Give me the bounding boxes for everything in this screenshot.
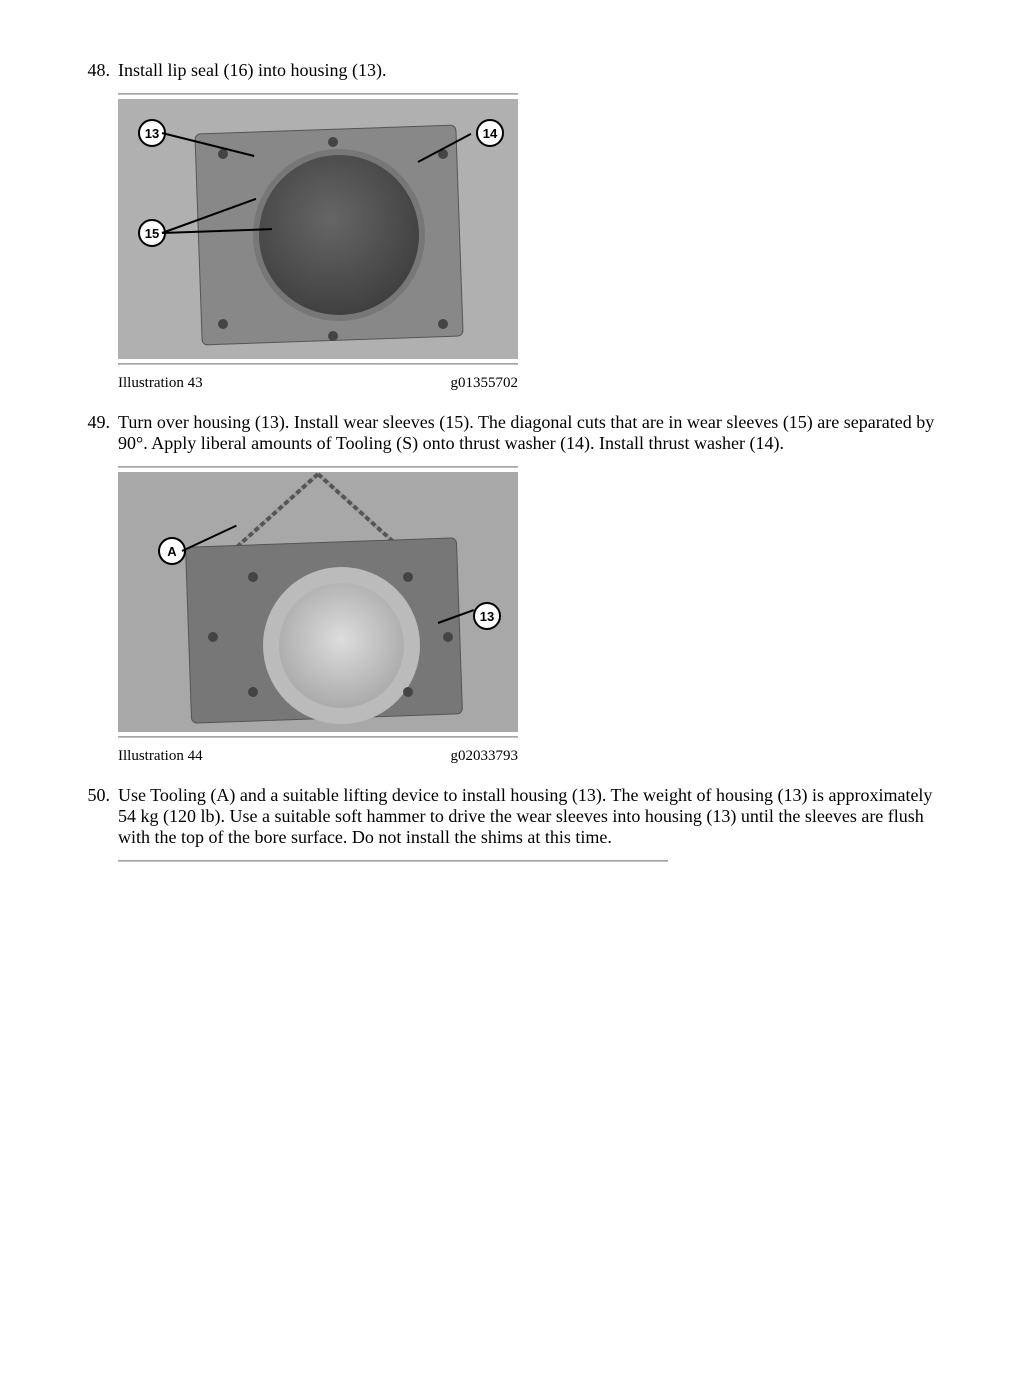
figure-43: 13 14 15 Illustration 43 g01355702 — [118, 93, 954, 392]
step-50: 50. Use Tooling (A) and a suitable lifti… — [70, 785, 954, 848]
figure-43-caption: Illustration 43 g01355702 — [118, 375, 518, 392]
figure-44-label: Illustration 44 — [118, 748, 203, 765]
figure-44: A 13 Illustration 44 g02033793 — [118, 466, 954, 765]
figure-rule — [118, 363, 518, 365]
callout-14: 14 — [476, 119, 504, 147]
figure-43-code: g01355702 — [451, 375, 519, 392]
figure-44-image: A 13 — [118, 472, 518, 732]
step-48-text: Install lip seal (16) into housing (13). — [118, 60, 954, 81]
figure-rule — [118, 860, 668, 862]
figure-rule — [118, 736, 518, 738]
step-49: 49. Turn over housing (13). Install wear… — [70, 412, 954, 454]
step-49-text: Turn over housing (13). Install wear sle… — [118, 412, 954, 454]
figure-44-code: g02033793 — [451, 748, 519, 765]
figure-44-caption: Illustration 44 g02033793 — [118, 748, 518, 765]
step-50-number: 50. — [70, 785, 118, 848]
figure-pending — [118, 860, 954, 862]
figure-43-label: Illustration 43 — [118, 375, 203, 392]
callout-13b: 13 — [473, 602, 501, 630]
figure-43-image: 13 14 15 — [118, 99, 518, 359]
step-49-number: 49. — [70, 412, 118, 454]
step-50-text: Use Tooling (A) and a suitable lifting d… — [118, 785, 954, 848]
step-48-number: 48. — [70, 60, 118, 81]
figure-rule — [118, 466, 518, 468]
step-48: 48. Install lip seal (16) into housing (… — [70, 60, 954, 81]
figure-rule — [118, 93, 518, 95]
